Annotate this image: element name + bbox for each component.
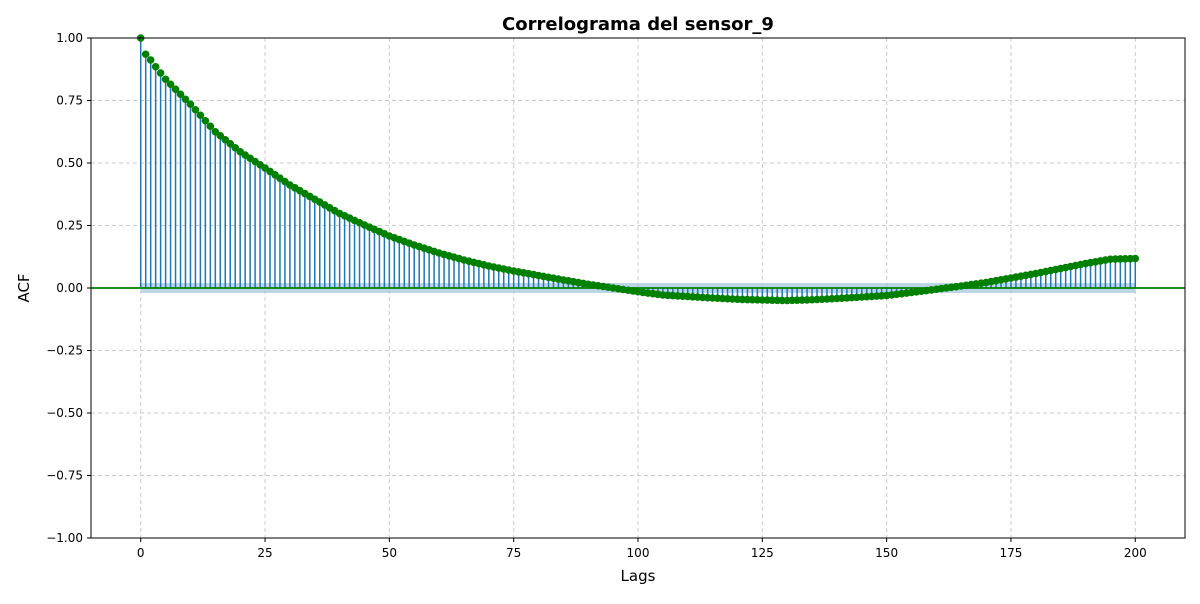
x-tick-label: 175 [1000, 546, 1023, 560]
y-tick-label: 1.00 [56, 31, 83, 45]
acf-point [206, 122, 215, 131]
x-tick-label: 200 [1124, 546, 1147, 560]
acf-point [176, 90, 185, 99]
acf-point [186, 100, 195, 109]
x-tick-label: 0 [137, 546, 145, 560]
y-axis-title: ACF [15, 273, 33, 302]
acf-stems [139, 38, 1137, 301]
y-tick-label: 0.00 [56, 281, 83, 295]
acf-point [156, 69, 165, 77]
acf-point [151, 62, 160, 71]
acf-point [141, 50, 150, 59]
x-tick-label: 25 [257, 546, 272, 560]
acf-point [201, 116, 210, 125]
chart-title: Correlograma del sensor_9 [502, 14, 774, 35]
x-tick-label: 75 [506, 546, 521, 560]
y-tick-label: 0.25 [56, 219, 83, 233]
acf-point [171, 85, 180, 94]
acf-point [196, 111, 205, 120]
acf-point [161, 75, 170, 84]
y-tick-label: −1.00 [46, 531, 83, 545]
y-tick-label: 0.50 [56, 156, 83, 170]
x-tick-label: 150 [875, 546, 898, 560]
acf-point [146, 56, 155, 64]
acf-point [181, 95, 190, 104]
x-tick-label: 50 [382, 546, 397, 560]
x-tick-label: 125 [751, 546, 774, 560]
y-tick-label: −0.50 [46, 406, 83, 420]
y-tick-label: −0.25 [46, 344, 83, 358]
y-tick-label: −0.75 [46, 469, 83, 483]
acf-markers [136, 34, 1140, 305]
acf-point [166, 80, 175, 89]
axis-ticks: 0 25 50 75 100 125 150 175 200 −1.00 −0.75 −0.50 −0.… [46, 31, 1147, 560]
x-tick-label: 100 [627, 546, 650, 560]
x-axis-title: Lags [621, 567, 656, 585]
acf-point [191, 105, 200, 114]
y-tick-label: 0.75 [56, 94, 83, 108]
acf-point [1131, 254, 1140, 263]
